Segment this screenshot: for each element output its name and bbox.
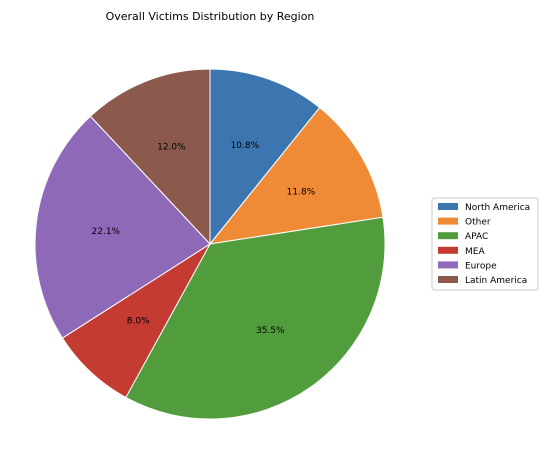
pie-label-other: 11.8% xyxy=(287,188,316,198)
pie-slice-north-america xyxy=(209,68,321,246)
legend-label-other: Other xyxy=(465,218,491,228)
pie-slice-apac xyxy=(125,216,386,420)
legend-label-europe: Europe xyxy=(465,261,497,271)
pie-slice-other xyxy=(208,106,384,245)
chart-title: Overall Victims Distribution by Region xyxy=(106,10,315,23)
legend-swatch-north-america xyxy=(438,203,458,210)
legend-label-latin-america: Latin America xyxy=(465,276,527,286)
legend-box xyxy=(431,197,539,291)
pie-slice-latin-america xyxy=(89,68,211,246)
legend-label-apac: APAC xyxy=(465,232,488,242)
pie-label-latin-america: 12.0% xyxy=(157,142,186,152)
legend-swatch-apac xyxy=(438,232,458,240)
pie-slices xyxy=(34,68,386,420)
legend-swatch-other xyxy=(438,217,458,225)
pie-percent-labels: 10.8% 11.8% 35.5% 8.0% 22.1% 12.0% xyxy=(92,141,316,336)
legend-swatch-latin-america xyxy=(438,276,458,283)
pie-label-apac: 35.5% xyxy=(256,326,285,336)
legend-label-mea: MEA xyxy=(465,247,485,257)
legend-label-north-america: North America xyxy=(465,203,530,213)
legend: North America Other APAC MEA Europe Latin Ame… xyxy=(431,197,539,291)
pie-slice-europe xyxy=(34,115,211,339)
legend-swatch-mea xyxy=(438,246,458,254)
legend-swatch-europe xyxy=(438,261,458,269)
pie-label-mea: 8.0% xyxy=(127,317,150,327)
pie-label-north-america: 10.8% xyxy=(231,141,260,151)
pie-label-europe: 22.1% xyxy=(92,227,121,237)
